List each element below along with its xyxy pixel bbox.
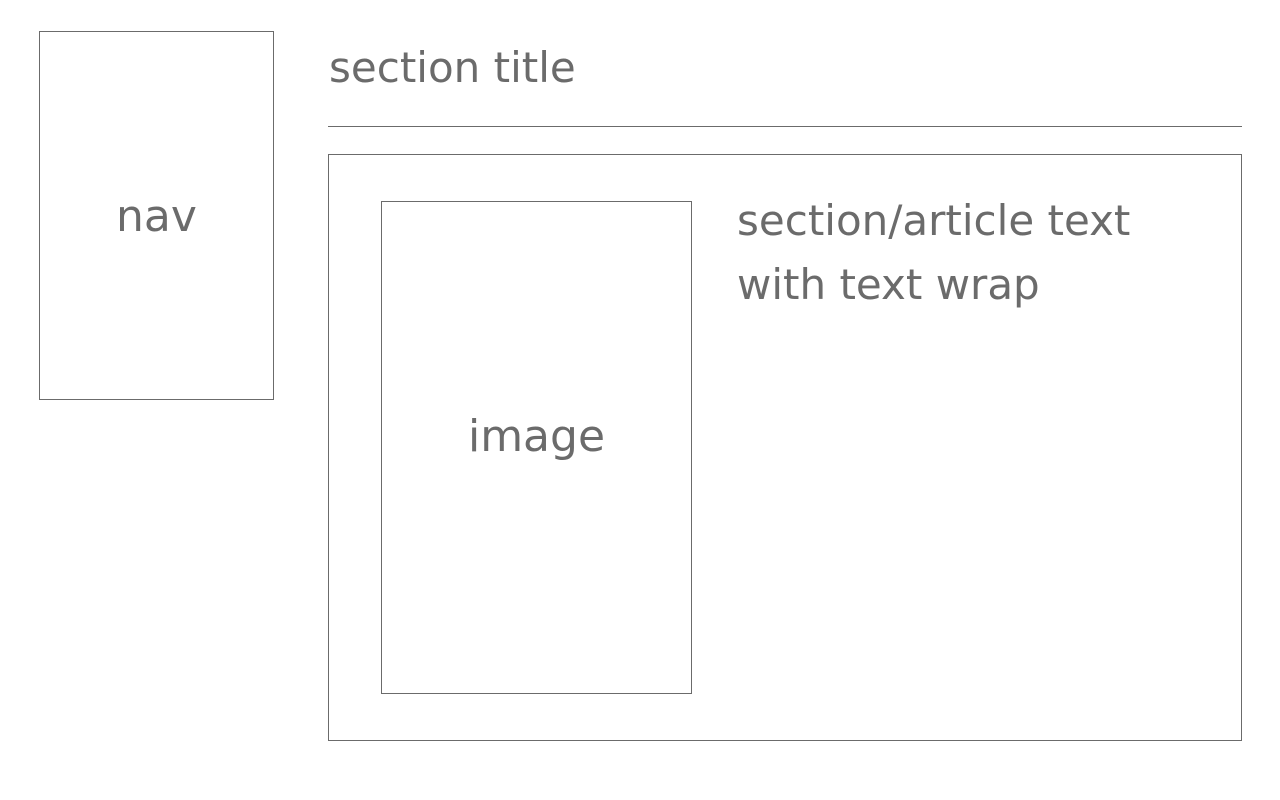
article-box: image section/article text with text wra… bbox=[328, 154, 1242, 741]
article-text: section/article text with text wrap bbox=[737, 196, 1131, 309]
title-divider bbox=[328, 126, 1242, 127]
image-placeholder: image bbox=[381, 201, 692, 694]
nav-box: nav bbox=[39, 31, 274, 400]
nav-label: nav bbox=[116, 191, 197, 242]
image-label: image bbox=[467, 411, 606, 462]
section-title: section title bbox=[329, 43, 576, 92]
